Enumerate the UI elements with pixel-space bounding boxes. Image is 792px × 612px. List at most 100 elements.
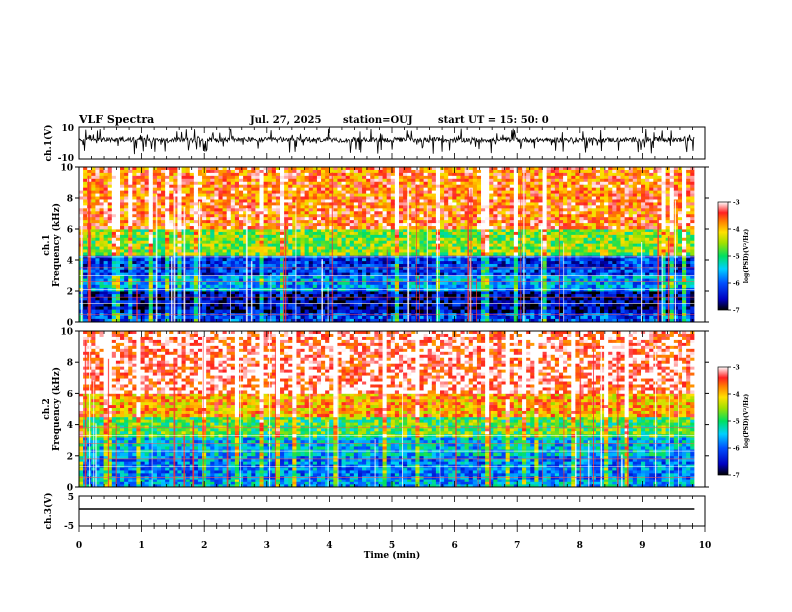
spectrogram-cell-1 (226, 315, 232, 320)
spectrogram-cell-1 (103, 252, 109, 256)
spectrogram-cell-1 (448, 217, 453, 221)
spectrogram-cell-1 (345, 266, 351, 271)
spectrogram-cell-1 (197, 190, 203, 194)
spectrogram-cell-1 (460, 184, 466, 189)
spectrogram-cell-1 (152, 196, 158, 200)
spectrogram-cell-1 (165, 190, 170, 194)
spectrogram-cell-1 (161, 243, 166, 247)
spectrogram-cell-1 (140, 266, 146, 271)
spectrogram-cell-1 (464, 175, 470, 180)
spectrogram-cell-1 (161, 193, 166, 197)
spectrogram-cell-1 (448, 184, 453, 189)
spectrogram-cell-1 (411, 178, 416, 183)
spectrogram-cell-1 (197, 172, 203, 177)
spectrogram-cell-1 (95, 263, 100, 268)
spectrogram-cell-1 (444, 184, 449, 189)
spectrogram-cell-1 (440, 205, 445, 209)
spectrogram-cell-1 (452, 187, 457, 192)
spectrogram-cell-1 (271, 187, 277, 192)
spectrogram-cell-1 (386, 169, 392, 174)
spectrogram-cell-1 (337, 196, 342, 200)
spectrogram-cell-1 (357, 178, 363, 183)
spectrogram-cell-1 (156, 237, 162, 242)
spectrogram-cell-1 (247, 226, 252, 230)
spectrogram-cell-1 (267, 252, 273, 256)
spectrogram-cell-1 (292, 269, 297, 274)
spectrogram-cell-1 (193, 217, 199, 221)
spectrogram-cell-1 (374, 291, 379, 295)
spectrogram-cell-1 (185, 214, 191, 218)
spectrogram-cell-1 (132, 272, 137, 276)
spectrogram-cell-1 (394, 169, 400, 174)
spectrogram-cell-1 (444, 208, 449, 212)
spectrogram-cell-1 (111, 193, 117, 197)
spectrogram-cell-1 (444, 284, 449, 289)
spectrogram-cell-1 (362, 306, 367, 310)
spectrogram-cell-1 (267, 303, 273, 307)
spectrogram-cell-1 (456, 266, 461, 271)
spectrogram-cell-1 (148, 231, 154, 236)
spectrogram-cell-1 (341, 284, 347, 289)
spectrogram-cell-1 (169, 190, 174, 194)
spectrogram-cell-1 (394, 269, 400, 274)
spectrogram-cell-1 (296, 220, 301, 224)
spectrogram-cell-1 (161, 249, 166, 253)
spectrogram-cell-1 (308, 300, 314, 304)
spectrogram-cell-1 (193, 208, 199, 212)
spectrogram-cell-1 (440, 181, 445, 186)
spectrogram-cell-1 (152, 190, 158, 194)
spectrogram-cell-1 (316, 284, 322, 289)
spectrogram-cell-1 (140, 243, 146, 247)
spectrogram-cell-1 (189, 184, 195, 189)
spectrogram-cell-1 (107, 315, 113, 320)
spectrogram-cell-1 (296, 196, 301, 200)
spectrogram-cell-1 (419, 214, 424, 218)
spectrogram-cell-1 (440, 297, 445, 301)
spectrogram-cell-1 (263, 226, 269, 230)
spectrogram-cell-1 (280, 258, 285, 262)
spectrogram-cell-1 (124, 300, 129, 304)
spectrogram-cell-1 (230, 281, 236, 286)
spectrogram-cell-1 (115, 309, 121, 314)
spectrogram-cell-1 (148, 217, 154, 221)
spectrogram-cell-1 (329, 261, 334, 265)
spectrogram-cell-1 (411, 205, 416, 209)
spectrogram-cell-1 (222, 202, 228, 206)
spectrogram-cell-1 (189, 291, 195, 295)
spectrogram-cell-1 (460, 172, 466, 177)
spectrogram-cell-1 (226, 172, 232, 177)
spectrogram-cell-1 (152, 226, 158, 230)
spectrogram-cell-1 (312, 190, 318, 194)
spectrogram-cell-1 (464, 249, 470, 253)
spectrogram-cell-1 (91, 167, 96, 171)
spectrogram-cell-1 (91, 178, 96, 183)
spectrogram-cell-1 (152, 193, 158, 197)
spectrogram-cell-1 (173, 303, 178, 307)
spectrogram-cell-1 (83, 243, 88, 247)
spectrogram-cell-1 (407, 205, 412, 209)
spectrogram-cell-1 (222, 294, 228, 298)
spectrogram-cell-1 (411, 269, 416, 274)
spectrogram-cell-1 (148, 214, 154, 218)
spectrogram-cell-1 (423, 220, 429, 224)
spectrogram-cell-1 (128, 217, 133, 221)
spectrogram-cell-1 (403, 315, 408, 320)
spectrogram-cell-1 (132, 199, 137, 203)
spectrogram-cell-1 (91, 234, 96, 239)
spectrogram-cell-1 (263, 172, 269, 177)
spectrogram-cell-1 (280, 237, 285, 242)
spectrogram-cell-1 (382, 187, 388, 192)
spectrogram-cell-1 (280, 261, 285, 265)
spectrogram-cell-1 (202, 175, 207, 180)
spectrogram-cell-1 (152, 278, 158, 283)
spectrogram-cell-1 (263, 294, 269, 298)
spectrogram-cell-1 (111, 205, 117, 209)
spectrogram-cell-1 (362, 297, 367, 301)
spectrogram-cell-1 (124, 211, 129, 215)
spectrogram-cell-1 (120, 249, 125, 253)
spectrogram-cell-1 (382, 181, 388, 186)
spectrogram-cell-1 (464, 184, 470, 189)
spectrogram-cell-1 (185, 217, 191, 221)
spectrogram-cell-1 (218, 231, 223, 236)
spectrogram-cell-1 (357, 309, 363, 314)
